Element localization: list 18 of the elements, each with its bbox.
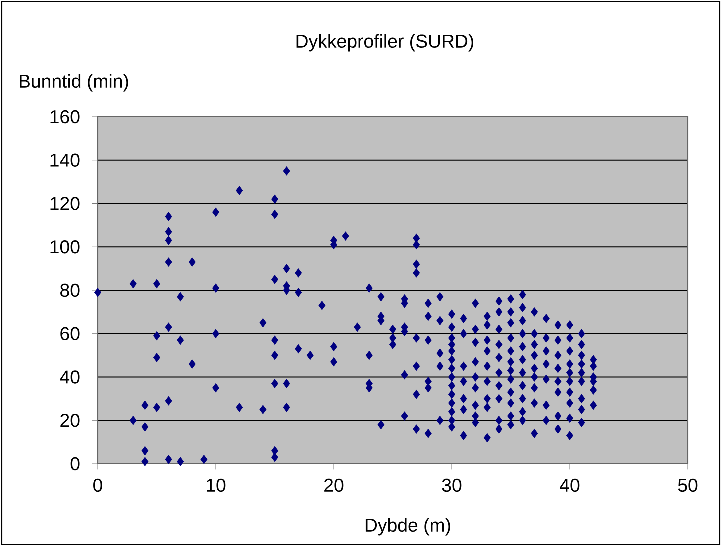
x-tick-label: 20: [324, 478, 344, 492]
x-tick-label: 30: [442, 478, 462, 492]
x-axis-title: Dybde (m): [366, 518, 450, 536]
y-tick-label: 120: [50, 197, 80, 210]
x-tick-label: 40: [560, 478, 580, 492]
y-tick-label: 160: [50, 110, 80, 124]
x-tick-label: 10: [207, 478, 226, 492]
x-tick-label: 50: [678, 478, 698, 492]
y-tick-label: 60: [60, 327, 80, 340]
y-tick-label: 0: [70, 457, 80, 471]
y-tick-label: 100: [50, 240, 80, 254]
y-tick-label: 80: [60, 284, 80, 298]
y-axis-title: Bunntid (min): [20, 74, 128, 92]
y-tick-label: 40: [60, 370, 80, 384]
y-tick-label: 140: [50, 154, 80, 167]
x-tick-label: 0: [94, 478, 102, 492]
chart-title: Dykkeprofiler (SURD): [296, 34, 474, 52]
y-tick-label: 20: [60, 414, 80, 428]
